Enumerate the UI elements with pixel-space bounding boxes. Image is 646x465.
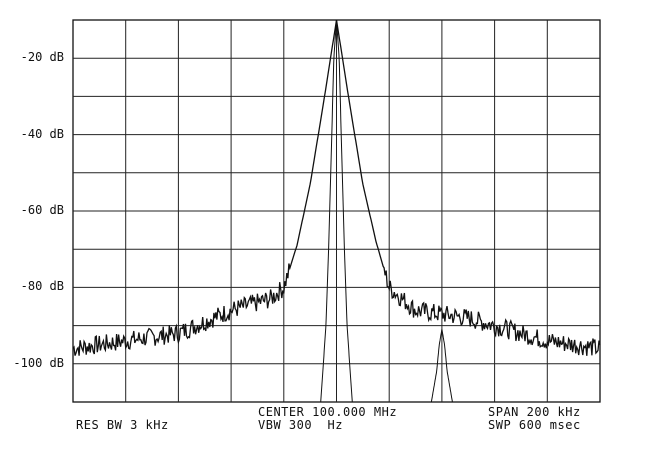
y-tick-label: -40 dB [20, 126, 64, 141]
vbw-label: VBW 300 Hz [258, 418, 343, 432]
plot-grid [72, 19, 601, 403]
y-tick-label: -100 dB [13, 355, 64, 370]
trace-narrow_small [430, 329, 453, 403]
span-label: SPAN 200 kHz [488, 405, 581, 419]
plot-traces [72, 19, 601, 403]
y-tick-label: -60 dB [20, 203, 64, 217]
trace-narrow_carrier [320, 19, 353, 403]
sweep-time-label: SWP 600 msec [488, 418, 581, 432]
res-bw-label: RES BW 3 kHz [76, 418, 169, 432]
y-tick-label: -20 dB [20, 50, 64, 65]
center-frequency-label: CENTER 100.000 MHz [258, 405, 398, 419]
y-tick-label: -80 dB [20, 279, 64, 294]
